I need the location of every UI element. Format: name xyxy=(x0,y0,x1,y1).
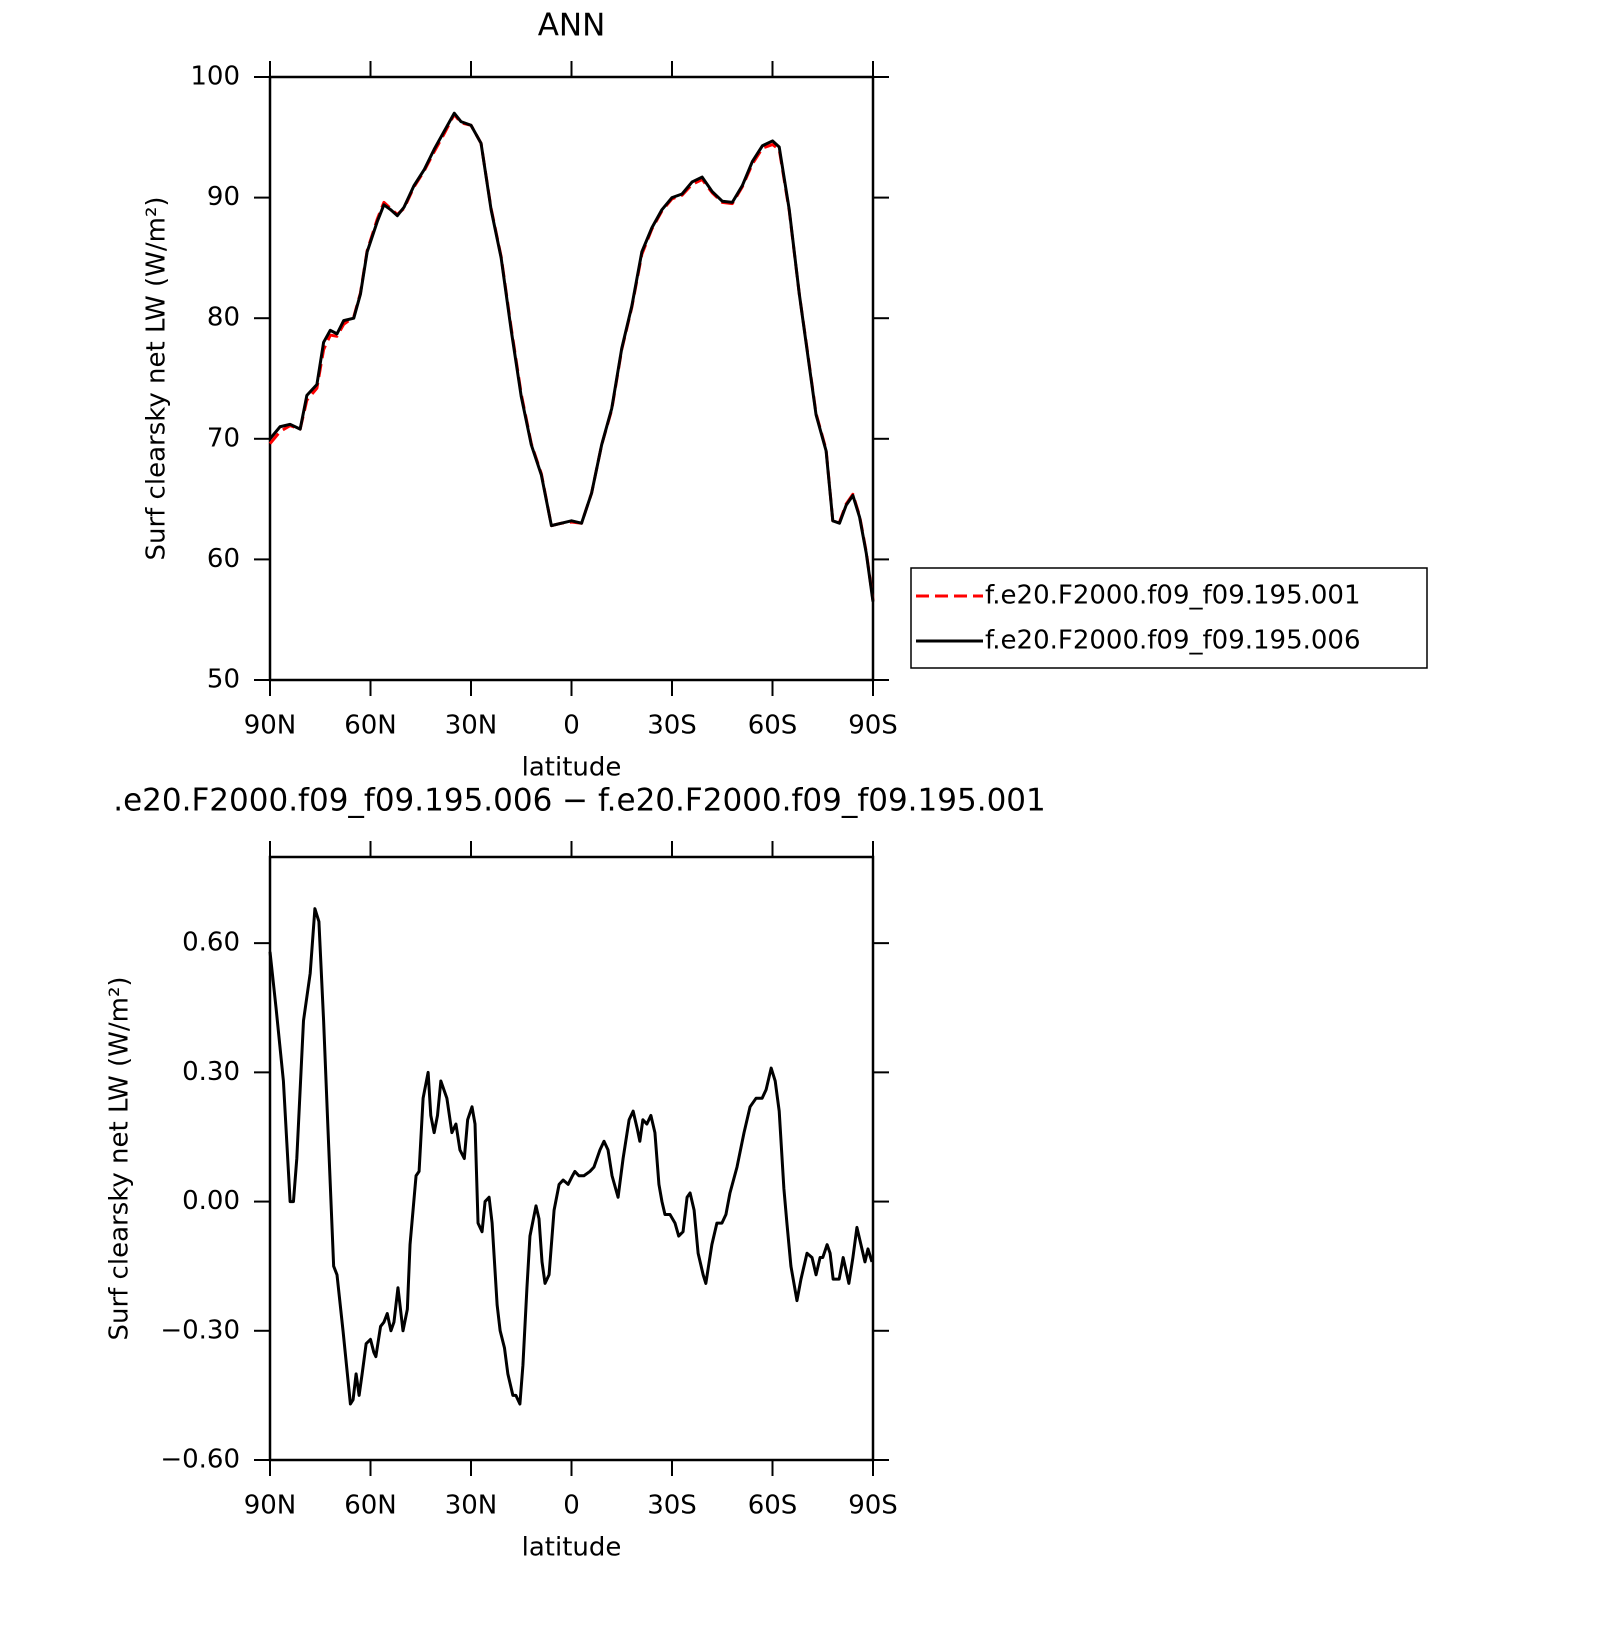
y-tick-label: 0.30 xyxy=(182,1057,240,1087)
y-tick-label: −0.30 xyxy=(160,1315,240,1345)
y-axis-label: Surf clearsky net LW (W/m²) xyxy=(105,976,135,1340)
x-tick-label: 60S xyxy=(748,1491,798,1521)
chart-title: .e20.F2000.f09_f09.195.006 − f.e20.F2000… xyxy=(113,783,1045,819)
y-tick-label: 90 xyxy=(207,182,240,212)
y-tick-label: −0.60 xyxy=(160,1445,240,1475)
y-axis-label: Surf clearsky net LW (W/m²) xyxy=(142,196,172,560)
data-line xyxy=(268,112,875,601)
x-tick-label: 0 xyxy=(563,1491,580,1521)
y-tick-label: 60 xyxy=(207,544,240,574)
data-line xyxy=(268,907,874,1406)
y-tick-label: 80 xyxy=(207,303,240,333)
x-tick-label: 90S xyxy=(848,1491,898,1521)
x-tick-label: 90N xyxy=(244,1491,297,1521)
x-tick-label: 30N xyxy=(445,711,498,741)
y-tick-label: 100 xyxy=(190,62,240,92)
x-tick-label: 0 xyxy=(563,711,580,741)
y-tick-label: 0.00 xyxy=(182,1186,240,1216)
x-tick-label: 60S xyxy=(748,711,798,741)
x-axis-label: latitude xyxy=(522,1533,622,1563)
x-tick-label: 30S xyxy=(647,1491,697,1521)
x-tick-label: 30S xyxy=(647,711,697,741)
y-tick-label: 70 xyxy=(207,423,240,453)
x-tick-label: 90S xyxy=(848,711,898,741)
x-tick-label: 60N xyxy=(344,1491,397,1521)
legend-label: f.e20.F2000.f09_f09.195.006 xyxy=(985,626,1361,656)
data-line xyxy=(268,111,875,602)
x-tick-label: 90N xyxy=(244,711,297,741)
chart-title: ANN xyxy=(538,8,606,44)
y-tick-label: 0.60 xyxy=(182,928,240,958)
x-tick-label: 30N xyxy=(445,1491,498,1521)
x-axis-label: latitude xyxy=(522,753,622,783)
y-tick-label: 50 xyxy=(207,665,240,695)
legend-box xyxy=(910,567,1428,669)
legend-label: f.e20.F2000.f09_f09.195.001 xyxy=(985,581,1361,611)
x-tick-label: 60N xyxy=(344,711,397,741)
